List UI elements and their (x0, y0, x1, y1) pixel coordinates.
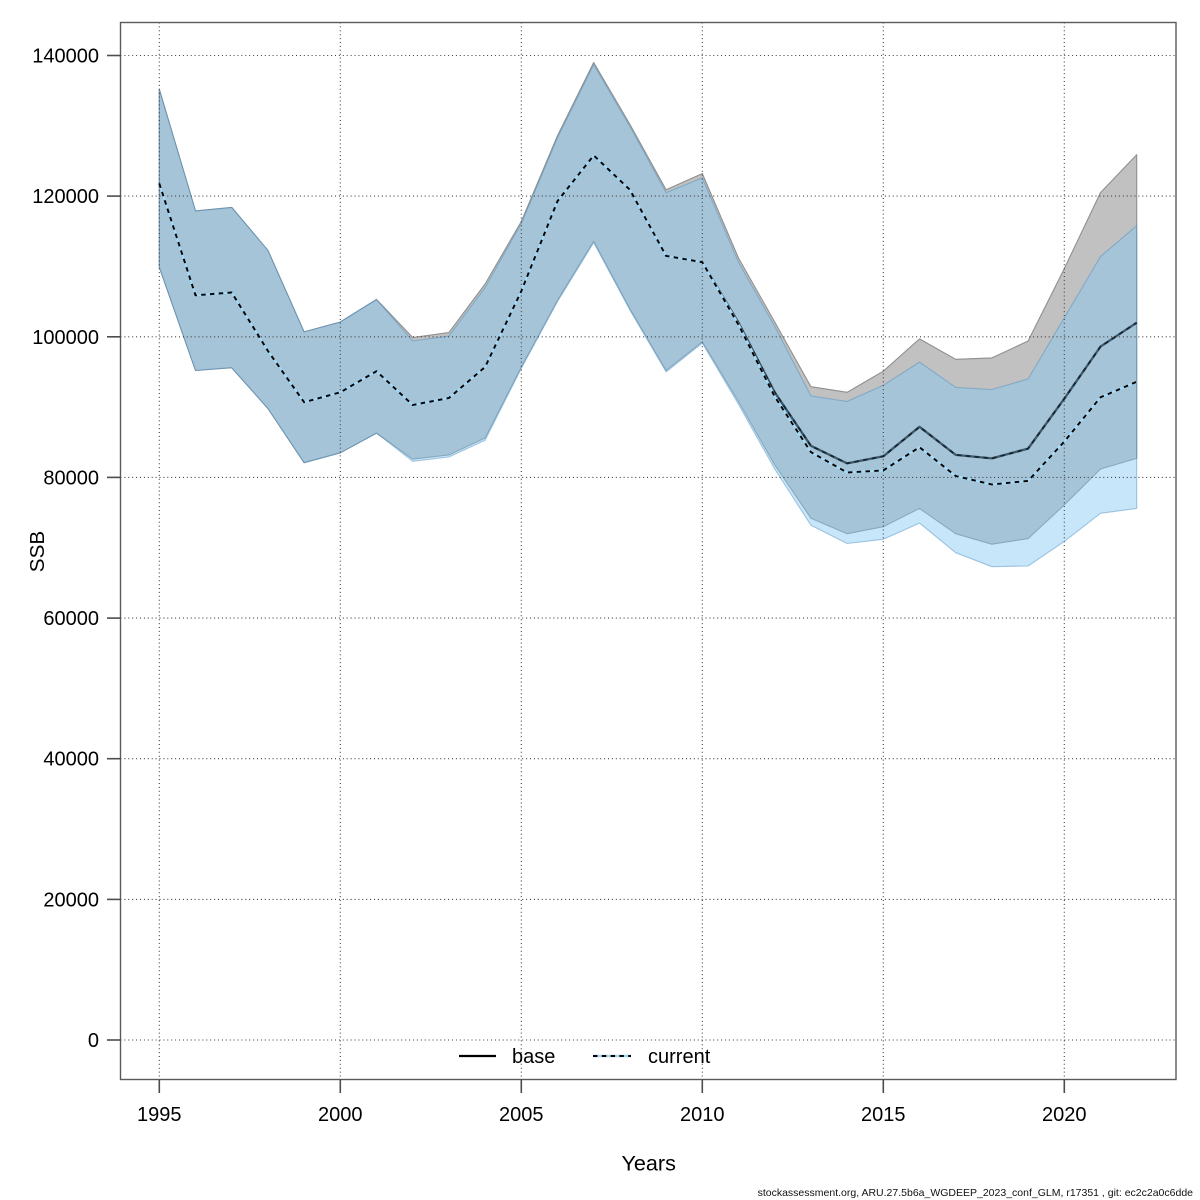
svg-text:current: current (648, 1046, 711, 1068)
svg-text:100000: 100000 (32, 327, 99, 349)
svg-text:2020: 2020 (1042, 1104, 1087, 1126)
svg-text:120000: 120000 (32, 186, 99, 208)
svg-text:140000: 140000 (32, 46, 99, 68)
svg-text:1995: 1995 (137, 1104, 182, 1126)
svg-text:60000: 60000 (43, 608, 99, 630)
svg-text:0: 0 (88, 1030, 99, 1052)
svg-text:2005: 2005 (499, 1104, 544, 1126)
svg-text:stockassessment.org, ARU.27.5b: stockassessment.org, ARU.27.5b6a_WGDEEP_… (758, 1187, 1194, 1199)
svg-text:2000: 2000 (318, 1104, 363, 1126)
svg-text:2010: 2010 (680, 1104, 725, 1126)
svg-text:2015: 2015 (861, 1104, 906, 1126)
svg-text:base: base (512, 1046, 555, 1068)
svg-text:Years: Years (621, 1151, 676, 1176)
svg-text:40000: 40000 (43, 749, 99, 771)
svg-text:20000: 20000 (43, 889, 99, 911)
svg-text:80000: 80000 (43, 467, 99, 489)
svg-text:SSB: SSB (26, 531, 49, 572)
